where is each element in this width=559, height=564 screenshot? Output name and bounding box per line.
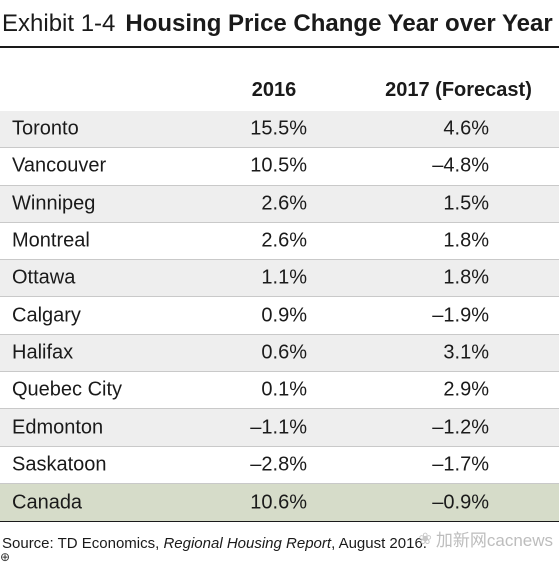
watermark: ❀ 加新网cacnews bbox=[418, 526, 553, 551]
column-header-2017: 2017 (Forecast) bbox=[385, 79, 532, 101]
cell-2017-forecast: 1.8% bbox=[443, 266, 489, 289]
cell-2016: 2.6% bbox=[261, 192, 307, 215]
table-row: Toronto 15.5% 4.6% bbox=[0, 111, 559, 149]
column-header-2016: 2016 bbox=[251, 79, 297, 101]
cell-2016: 2.6% bbox=[261, 229, 307, 252]
cell-2016: 1.1% bbox=[261, 266, 307, 289]
table-row: Ottawa 1.1% 1.8% bbox=[0, 260, 559, 298]
chart-title: Exhibit 1-4 Housing Price Change Year ove… bbox=[2, 7, 553, 41]
cell-2017-forecast: 1.8% bbox=[443, 229, 489, 252]
table-row: Halifax 0.6% 3.1% bbox=[0, 334, 559, 373]
row-label: Montreal bbox=[12, 229, 90, 252]
cell-2017-forecast: 4.6% bbox=[443, 117, 489, 140]
cell-2016: –2.8% bbox=[250, 453, 307, 476]
cell-2016: 10.6% bbox=[250, 491, 307, 514]
table-row: Montreal 2.6% 1.8% bbox=[0, 223, 559, 261]
table-row: Vancouver 10.5% –4.8% bbox=[0, 148, 559, 186]
cell-2017-forecast: –0.9% bbox=[432, 491, 489, 514]
source-suffix: , August 2016. bbox=[331, 535, 427, 552]
row-label: Canada bbox=[12, 491, 83, 514]
row-label: Winnipeg bbox=[12, 192, 96, 215]
cell-2016: 15.5% bbox=[250, 117, 307, 140]
cursor-icon: ⊕ bbox=[0, 550, 11, 564]
row-label: Toronto bbox=[12, 117, 79, 140]
bottom-rule bbox=[0, 521, 559, 522]
row-label: Edmonton bbox=[12, 416, 104, 439]
table-row: Quebec City 0.1% 2.9% bbox=[0, 372, 559, 410]
table-header: 2016 2017 (Forecast) bbox=[0, 73, 559, 111]
table-row: Calgary 0.9% –1.9% bbox=[0, 297, 559, 335]
cell-2016: –1.1% bbox=[250, 416, 307, 439]
cell-2016: 0.1% bbox=[261, 378, 307, 401]
cell-2016: 0.9% bbox=[261, 304, 307, 327]
cell-2017-forecast: –1.9% bbox=[432, 304, 489, 327]
row-label: Calgary bbox=[12, 304, 81, 327]
table-body: Toronto 15.5% 4.6% Vancouver 10.5% –4.8% Winni… bbox=[0, 111, 559, 522]
watermark-text: 加新网cacnews bbox=[435, 531, 553, 550]
row-label: Ottawa bbox=[12, 266, 76, 289]
price-change-table: 2016 2017 (Forecast) Toronto 15.5% 4.6% Van… bbox=[0, 73, 559, 522]
cell-2017-forecast: –4.8% bbox=[432, 154, 489, 177]
cell-2017-forecast: –1.7% bbox=[432, 453, 489, 476]
cell-2017-forecast: 2.9% bbox=[443, 378, 489, 401]
table-row-total: Canada 10.6% –0.9% bbox=[0, 483, 559, 522]
cell-2016: 0.6% bbox=[261, 341, 307, 364]
cell-2017-forecast: –1.2% bbox=[432, 416, 489, 439]
title-rule bbox=[0, 46, 559, 48]
wechat-icon: ❀ bbox=[418, 530, 432, 548]
table-row: Edmonton –1.1% –1.2% bbox=[0, 409, 559, 447]
source-prefix: Source: TD Economics, bbox=[2, 535, 164, 552]
source-note: Source: TD Economics, Regional Housing R… bbox=[2, 535, 427, 552]
row-label: Vancouver bbox=[12, 154, 107, 177]
table-row: Winnipeg 2.6% 1.5% bbox=[0, 185, 559, 223]
chart-main-title: Housing Price Change Year over Year bbox=[125, 10, 553, 37]
exhibit-number: Exhibit 1-4 bbox=[2, 10, 116, 37]
row-label: Halifax bbox=[12, 341, 74, 364]
cell-2017-forecast: 3.1% bbox=[443, 341, 489, 364]
table-row: Saskatoon –2.8% –1.7% bbox=[0, 447, 559, 484]
cell-2016: 10.5% bbox=[250, 154, 307, 177]
row-label: Quebec City bbox=[12, 378, 123, 401]
source-report: Regional Housing Report bbox=[163, 535, 332, 552]
row-label: Saskatoon bbox=[12, 453, 107, 476]
cell-2017-forecast: 1.5% bbox=[443, 192, 489, 215]
